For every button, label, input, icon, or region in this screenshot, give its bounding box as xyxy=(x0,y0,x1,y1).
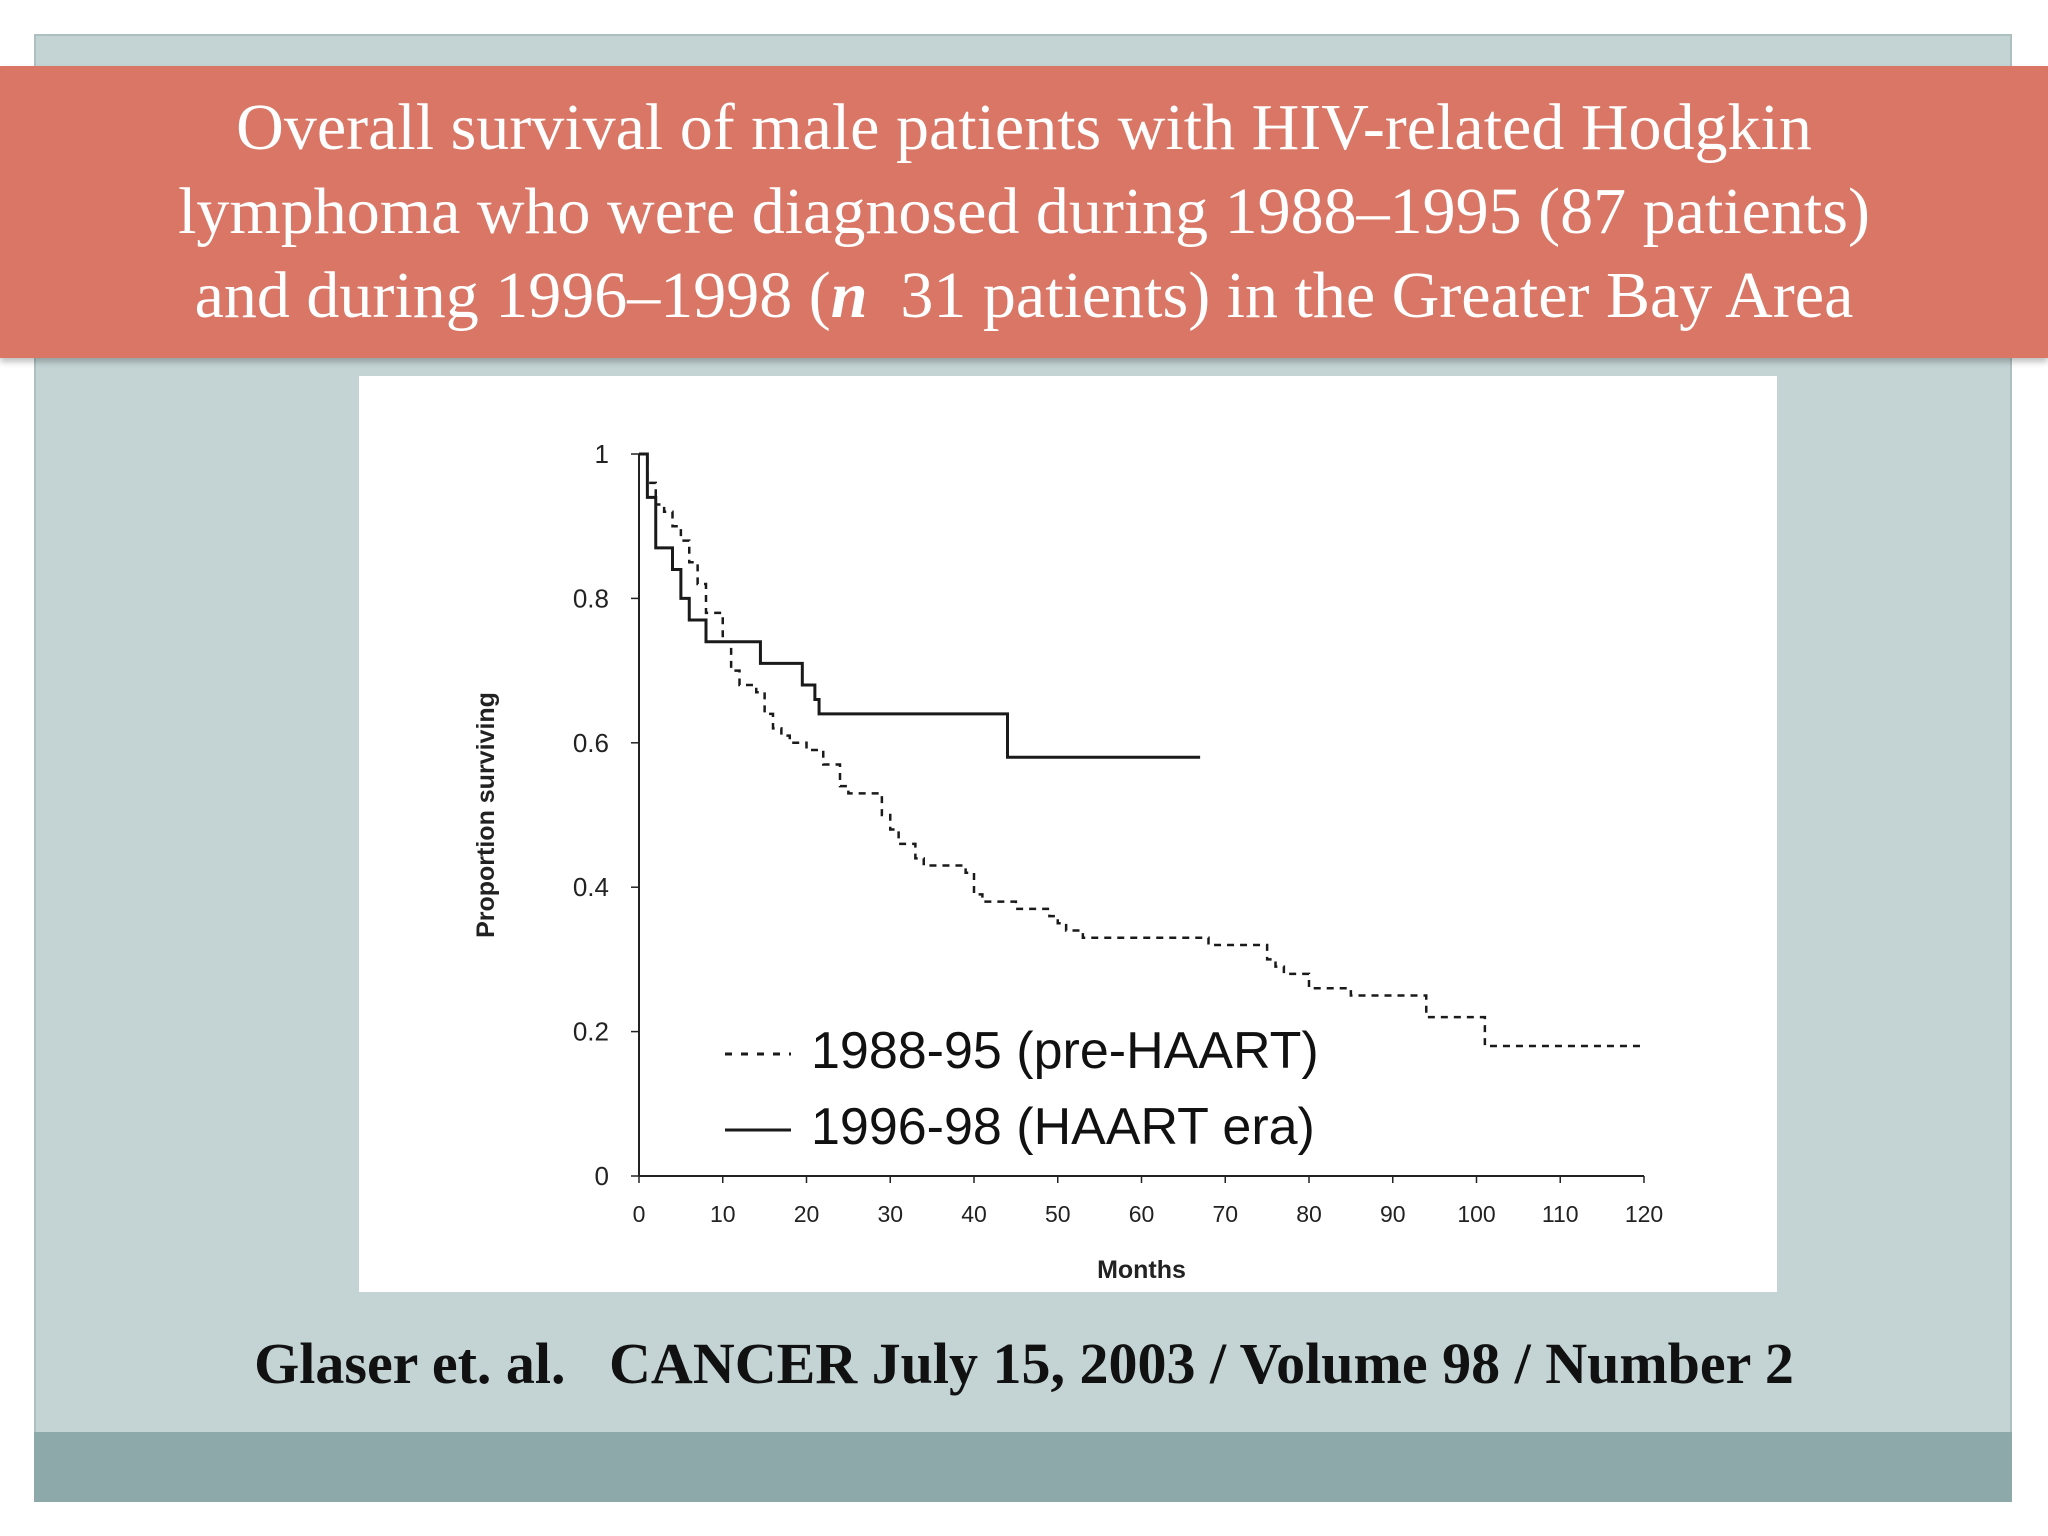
title-banner: Overall survival of male patients with H… xyxy=(0,66,2048,358)
series-line-haart-era xyxy=(639,452,1201,759)
slide-title: Overall survival of male patients with H… xyxy=(148,86,1900,338)
y-tick-label: 0.4 xyxy=(573,872,609,902)
x-tick-label: 0 xyxy=(633,1201,646,1227)
x-tick-label: 100 xyxy=(1457,1201,1495,1227)
x-tick-label: 60 xyxy=(1129,1201,1155,1227)
x-tick-label: 10 xyxy=(710,1201,736,1227)
title-line-2: lymphoma who were diagnosed during 1988–… xyxy=(178,175,1870,248)
y-tick-label: 0.2 xyxy=(573,1017,609,1047)
x-tick-label: 30 xyxy=(877,1201,903,1227)
y-tick-label: 0 xyxy=(595,1161,609,1191)
x-axis-label: Months xyxy=(1097,1256,1186,1284)
y-axis-label: Proportion surviving xyxy=(472,692,500,938)
x-tick-label: 70 xyxy=(1212,1201,1238,1227)
legend-label: 1996-98 (HAART era) xyxy=(811,1098,1315,1156)
x-tick-label: 20 xyxy=(794,1201,820,1227)
survival-chart: 0 10 20 30 40 50 60 70 80 90 100 110 120 0 0.2 0.4 0.6 0.… xyxy=(359,376,1777,1292)
x-tick-label: 40 xyxy=(961,1201,987,1227)
title-line-1: Overall survival of male patients with H… xyxy=(236,91,1812,164)
chart-svg: 0 10 20 30 40 50 60 70 80 90 100 110 120 0 0.2 0.4 0.6 0.… xyxy=(472,439,1663,1284)
y-tick-label: 1 xyxy=(595,439,609,469)
x-tick-label: 50 xyxy=(1045,1201,1071,1227)
x-tick-label: 120 xyxy=(1625,1201,1663,1227)
series-line-pre-haart xyxy=(639,452,1644,1048)
legend-label: 1988-95 (pre-HAART) xyxy=(811,1022,1319,1080)
title-n-symbol: n xyxy=(830,259,868,332)
y-tick-label: 0.6 xyxy=(573,728,609,758)
y-tick-label: 0.8 xyxy=(573,583,609,613)
x-tick-label: 80 xyxy=(1296,1201,1322,1227)
title-line-3a: and during 1996–1998 ( xyxy=(194,259,831,332)
title-line-3b: 31 patients) in the Greater Bay Area xyxy=(867,259,1854,332)
slide-footer-bar xyxy=(34,1432,2012,1502)
citation: Glaser et. al. CANCER July 15, 2003 / Vo… xyxy=(254,1331,1794,1396)
x-tick-label: 90 xyxy=(1380,1201,1406,1227)
x-tick-label: 110 xyxy=(1542,1201,1579,1227)
